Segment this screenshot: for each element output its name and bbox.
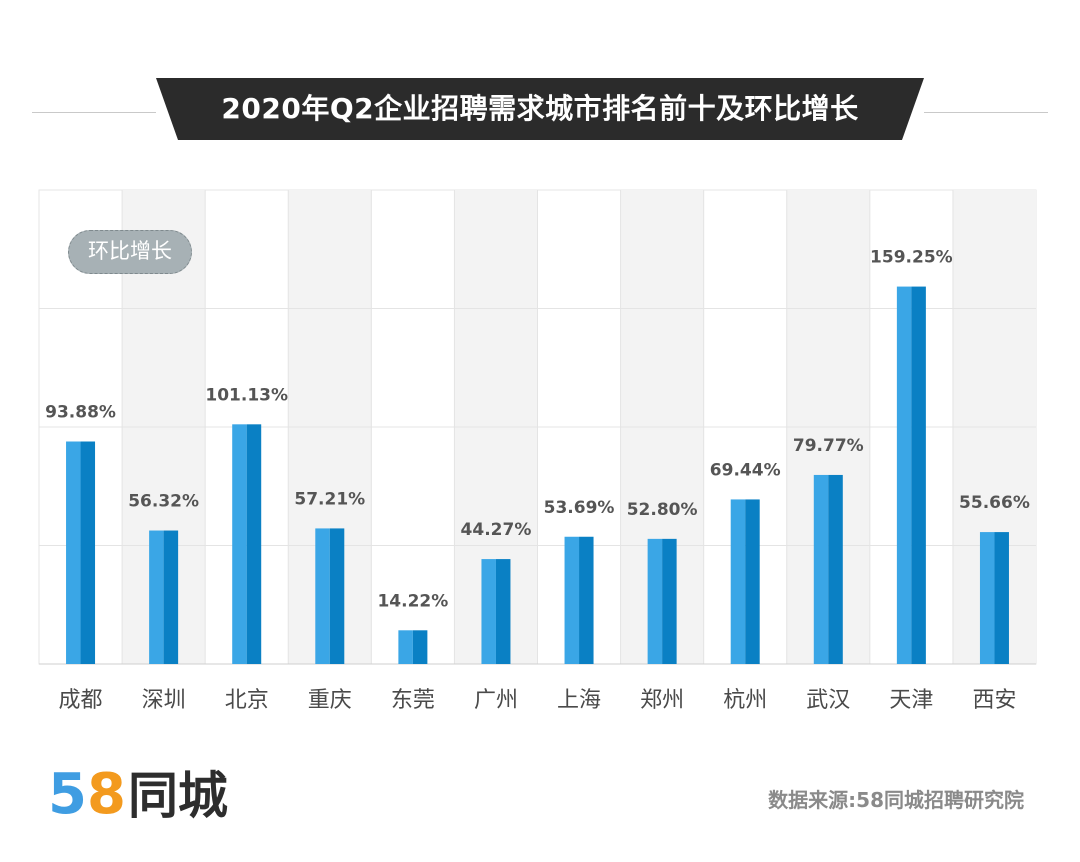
category-label: 重庆 [308, 688, 352, 713]
logo-digit-5: 5 [48, 762, 87, 827]
value-label: 79.77% [793, 436, 864, 456]
bar-西安 [979, 532, 1009, 664]
bar-重庆 [315, 528, 345, 664]
category-label: 武汉 [806, 688, 850, 713]
category-label: 深圳 [142, 688, 186, 713]
value-label: 52.80% [627, 500, 698, 520]
data-source: 数据来源:58同城招聘研究院 [768, 788, 1024, 812]
value-label: 159.25% [870, 248, 953, 268]
value-labels: 93.88% 56.32% 101.13% 57.21% 14.22% 44.27% 53.… [45, 248, 1030, 612]
title-rule-left [32, 112, 156, 113]
category-label: 东莞 [391, 688, 435, 713]
bar-face-right [994, 532, 1009, 664]
bar-face-left [149, 530, 164, 664]
bars [66, 286, 1009, 664]
bar-广州 [481, 559, 511, 664]
value-label: 57.21% [294, 489, 365, 509]
category-label: 北京 [225, 688, 269, 713]
value-label: 69.44% [710, 460, 781, 480]
bar-face-left [730, 499, 746, 664]
value-label: 93.88% [45, 403, 116, 423]
bar-face-left [564, 536, 580, 664]
bar-face-left [896, 286, 912, 664]
bar-face-right [329, 528, 345, 664]
bar-face-right [662, 538, 677, 664]
value-label: 55.66% [959, 493, 1030, 513]
title-banner-shape [156, 78, 924, 140]
value-label: 101.13% [205, 385, 288, 405]
bar-face-left [398, 630, 413, 664]
bar-face-left [979, 532, 995, 664]
category-label: 西安 [972, 688, 1016, 713]
category-label: 上海 [557, 688, 601, 713]
bar-chart: 93.88% 56.32% 101.13% 57.21% 14.22% 44.27% 53.… [38, 189, 1037, 713]
bar-face-left [647, 538, 663, 664]
bar-face-left [315, 528, 330, 664]
bar-深圳 [149, 530, 179, 664]
title-banner: 2020年Q2企业招聘需求城市排名前十及环比增长 [156, 78, 924, 140]
category-label: 广州 [474, 688, 518, 713]
bar-face-right [495, 559, 511, 664]
category-label: 郑州 [640, 688, 684, 713]
bar-face-right [828, 474, 843, 664]
category-label: 成都 [59, 688, 103, 713]
bar-face-left [232, 424, 247, 664]
bar-武汉 [813, 474, 843, 664]
bar-face-right [80, 441, 96, 664]
brand-logo: 58同城 [48, 756, 228, 827]
bar-face-right [745, 499, 760, 664]
bar-face-right [412, 630, 428, 664]
bar-北京 [232, 424, 262, 664]
value-label: 14.22% [377, 591, 448, 611]
bar-face-right [246, 424, 262, 664]
logo-digit-8: 8 [86, 762, 126, 827]
bar-杭州 [730, 499, 760, 664]
value-label: 56.32% [128, 492, 199, 512]
category-label: 天津 [889, 688, 933, 713]
category-labels: 成都 深圳 北京 重庆 东莞 广州 上海 郑州 杭州 武汉 天津 西安 [59, 688, 1017, 713]
title-rule-right [924, 112, 1048, 113]
value-label: 53.69% [544, 498, 615, 518]
bar-上海 [564, 536, 594, 664]
bar-东莞 [398, 630, 428, 664]
bar-天津 [896, 286, 926, 664]
bar-郑州 [647, 538, 677, 664]
category-label: 杭州 [723, 688, 767, 713]
bar-face-left [481, 559, 496, 664]
logo-name: 同城 [127, 767, 228, 825]
bar-face-left [66, 441, 81, 664]
chart-title: 2020年Q2企业招聘需求城市排名前十及环比增长 [221, 92, 859, 125]
legend-badge: 环比增长 [68, 230, 192, 274]
bar-成都 [66, 441, 96, 664]
bar-face-left [813, 474, 829, 664]
bar-face-right [911, 286, 926, 664]
value-label: 44.27% [461, 520, 532, 540]
bar-face-right [579, 536, 594, 664]
bar-face-right [163, 530, 179, 664]
